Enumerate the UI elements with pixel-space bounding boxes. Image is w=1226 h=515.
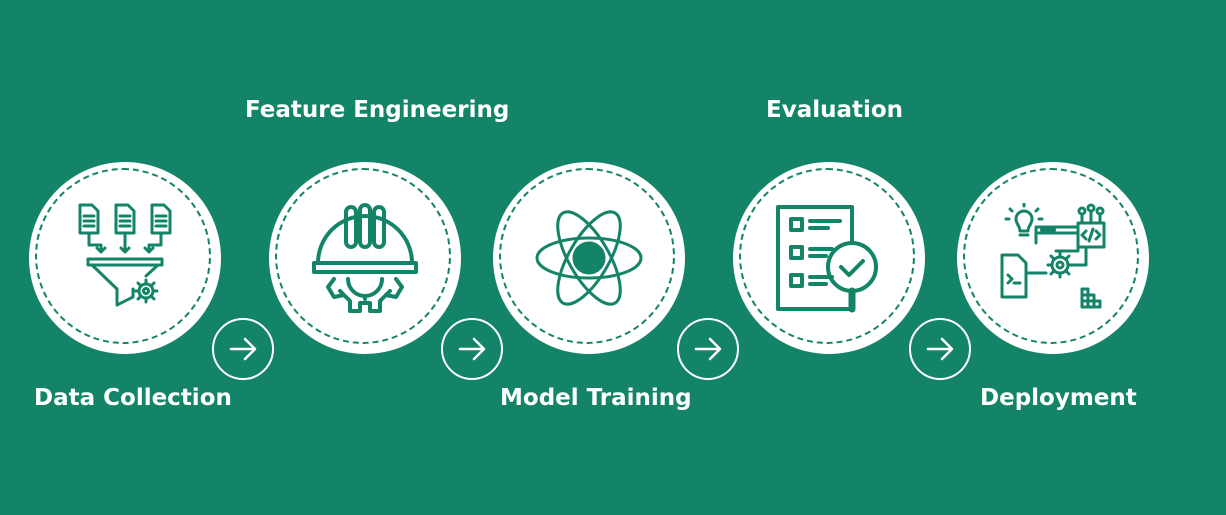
- step-circle-evaluation: [736, 165, 922, 351]
- step-label-model-training: Model Training: [500, 385, 692, 411]
- step-circle-data-collection: [32, 165, 218, 351]
- step-label-deployment: Deployment: [980, 385, 1137, 411]
- arrow-right-icon: [458, 337, 486, 361]
- step-circle-feature-engineering: [272, 165, 458, 351]
- atom-icon: [535, 210, 643, 306]
- arrow-step-1-to-2: [212, 318, 274, 380]
- arrow-step-3-to-4: [677, 318, 739, 380]
- arrow-step-2-to-3: [441, 318, 503, 380]
- arrow-right-icon: [926, 337, 954, 361]
- arrow-right-icon: [694, 337, 722, 361]
- hardhat-gear-icon: [312, 203, 418, 313]
- data-funnel-icon: [78, 203, 172, 307]
- step-label-data-collection: Data Collection: [34, 385, 232, 411]
- arrow-step-4-to-5: [909, 318, 971, 380]
- step-label-feature-engineering: Feature Engineering: [245, 97, 510, 123]
- checklist-magnifier-icon: [776, 205, 878, 313]
- arrow-right-icon: [229, 337, 257, 361]
- step-label-evaluation: Evaluation: [766, 97, 904, 123]
- step-circle-model-training: [496, 165, 682, 351]
- step-circle-deployment: [960, 165, 1146, 351]
- deployment-tools-icon: [1000, 203, 1106, 309]
